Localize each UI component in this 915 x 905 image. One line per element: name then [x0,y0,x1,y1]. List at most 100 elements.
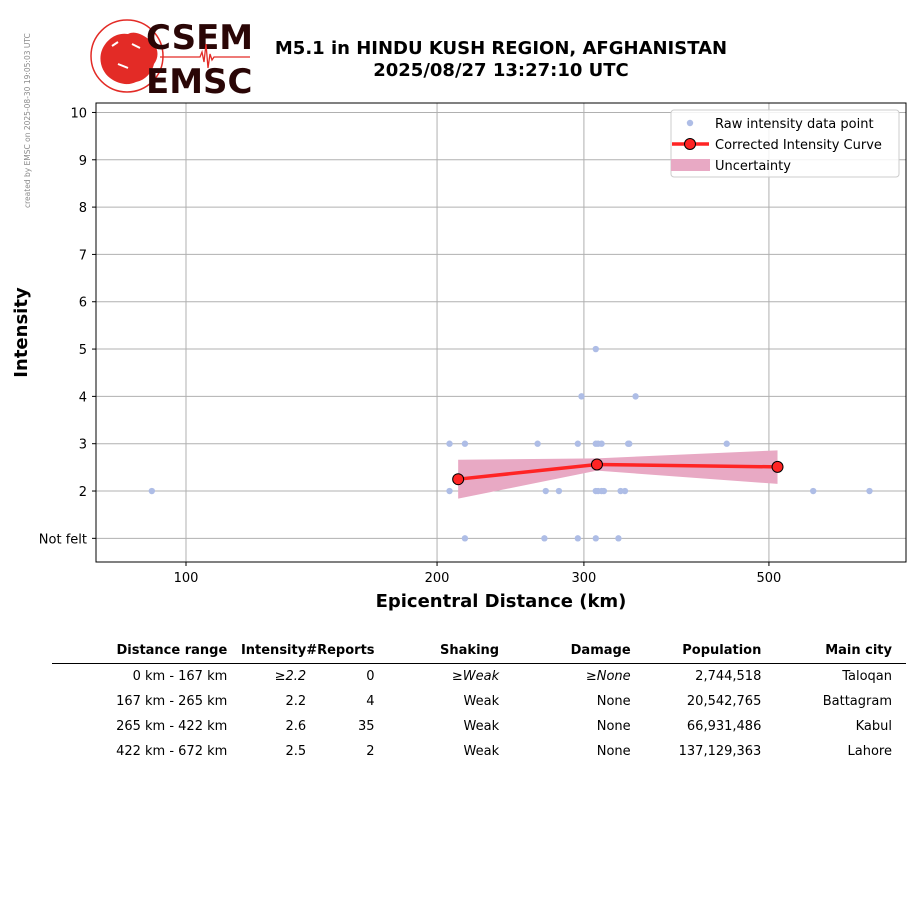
cell-shaking: Weak [463,719,500,734]
raw-data-point [148,487,156,495]
col-header-shaking: Shaking [440,643,500,658]
legend-curve-marker [684,138,696,150]
cell-main-city: Lahore [847,744,892,759]
raw-data-point [809,487,817,495]
legend-raw-marker [686,119,694,127]
chart-title-line2: 2025/08/27 13:27:10 UTC [373,60,629,81]
cell-damage: None [596,719,631,734]
raw-data-point [598,440,605,447]
cell-intensity: 2.6 [285,719,307,734]
legend: Raw intensity data point Corrected Intens… [670,109,900,178]
cell-reports: 0 [366,669,375,684]
cell-population: 137,129,363 [678,744,762,759]
cell-distance-range: 167 km - 265 km [116,694,228,709]
cell-reports: 35 [357,719,375,734]
y-tick-label: 3 [79,438,87,453]
col-header-intensity: Intensity [240,643,307,658]
cell-reports: 2 [366,744,375,759]
cell-intensity: ≥2.2 [274,669,307,684]
cell-shaking: Weak [463,694,500,709]
x-tick-label: 200 [425,571,450,586]
raw-data-point [542,487,549,495]
col-header-reports: #Reports [306,643,375,658]
y-tick-label: 7 [79,248,87,263]
cell-main-city: Taloqan [842,669,892,684]
y-tick-label: 5 [79,343,87,358]
raw-data-point [600,487,608,495]
y-tick-label: 2 [79,485,87,500]
y-axis-label: Intensity [11,287,32,378]
col-header-damage: Damage [570,643,631,658]
chart-title-line1: M5.1 in HINDU KUSH REGION, AFGHANISTAN [274,38,728,59]
x-axis-label: Epicentral Distance (km) [376,591,627,612]
corrected-curve-layer [452,458,784,486]
csem-emsc-logo: CSEM EMSC [90,18,253,98]
x-tick-label: 100 [174,571,199,586]
table-row: 265 km - 422 km 2.6 35 Weak None 66,931,… [52,714,906,739]
corrected-intensity-marker [590,458,603,471]
intensity-distance-chart: 100 200 300 500 Not felt 2 3 4 5 6 7 8 9 10 Epicentra… [11,102,907,612]
cell-reports: 4 [366,694,375,709]
y-tick-label: 6 [79,296,87,311]
y-tick-label: 10 [70,106,87,121]
raw-data-point [632,393,639,400]
col-header-distance: Distance range [116,643,228,658]
legend-label: Uncertainty [715,159,791,174]
cell-main-city: Battagram [822,694,892,709]
raw-data-point [446,487,453,495]
x-tick-label: 300 [571,571,596,586]
cell-population: 20,542,765 [686,694,762,709]
x-tick-label: 500 [757,571,782,586]
raw-data-point [574,535,582,542]
corrected-intensity-marker [452,473,465,486]
raw-data-point [461,535,469,542]
raw-data-point [446,440,453,447]
raw-data-point [578,393,585,400]
table-row: 0 km - 167 km ≥2.2 0 ≥Weak ≥None 2,744,5… [52,664,906,690]
cell-population: 66,931,486 [686,719,762,734]
cell-intensity: 2.2 [285,694,307,709]
cell-population: 2,744,518 [695,669,762,684]
raw-data-point [866,487,873,495]
logo-emsc-text: EMSC [146,62,253,98]
cell-distance-range: 0 km - 167 km [132,669,228,684]
cell-distance-range: 422 km - 672 km [116,744,228,759]
y-tick-label: 9 [79,154,87,169]
cell-damage: None [596,744,631,759]
plot-frame [95,102,907,563]
raw-data-point [534,440,541,447]
cell-shaking: ≥Weak [451,669,500,684]
col-header-main-city: Main city [825,643,892,658]
cell-main-city: Kabul [855,719,892,734]
uncertainty-band [458,450,778,499]
europe-map-shape [100,32,158,85]
creation-watermark: created by EMSC on 2025-08-30 19:05:03 U… [23,33,32,208]
tick-labels: 100 200 300 500 Not felt 2 3 4 5 6 7 8 9 10 [39,106,782,586]
table-row: 422 km - 672 km 2.5 2 Weak None 137,129,… [52,739,906,764]
raw-data-point [555,487,563,495]
uncertainty-band-layer [458,450,778,499]
raw-data-point [592,345,599,353]
table-header-row: Distance range Intensity #Reports Shakin… [52,640,906,664]
intensity-summary-table: Distance range Intensity #Reports Shakin… [52,640,906,764]
watermark-text: created by EMSC on 2025-08-30 19:05:03 U… [23,33,32,208]
raw-data-point [624,440,632,447]
legend-label: Corrected Intensity Curve [715,138,882,153]
cell-damage: None [596,694,631,709]
table-row: 167 km - 265 km 2.2 4 Weak None 20,542,7… [52,689,906,714]
raw-data-point [615,535,622,542]
legend-uncertainty-swatch [671,159,710,171]
y-tick-label: 4 [79,390,87,405]
raw-data-point [461,440,469,447]
raw-data-point [592,535,599,542]
y-tick-label: Not felt [39,532,87,547]
raw-points-layer [148,345,873,542]
chart-title: M5.1 in HINDU KUSH REGION, AFGHANISTAN 2… [250,38,752,82]
cell-distance-range: 265 km - 422 km [116,719,228,734]
cell-damage: ≥None [585,669,631,684]
raw-data-point [621,487,629,495]
logo-csem-text: CSEM [146,18,253,58]
raw-data-point [723,440,730,447]
cell-intensity: 2.5 [285,744,307,759]
y-tick-label: 8 [79,201,87,216]
